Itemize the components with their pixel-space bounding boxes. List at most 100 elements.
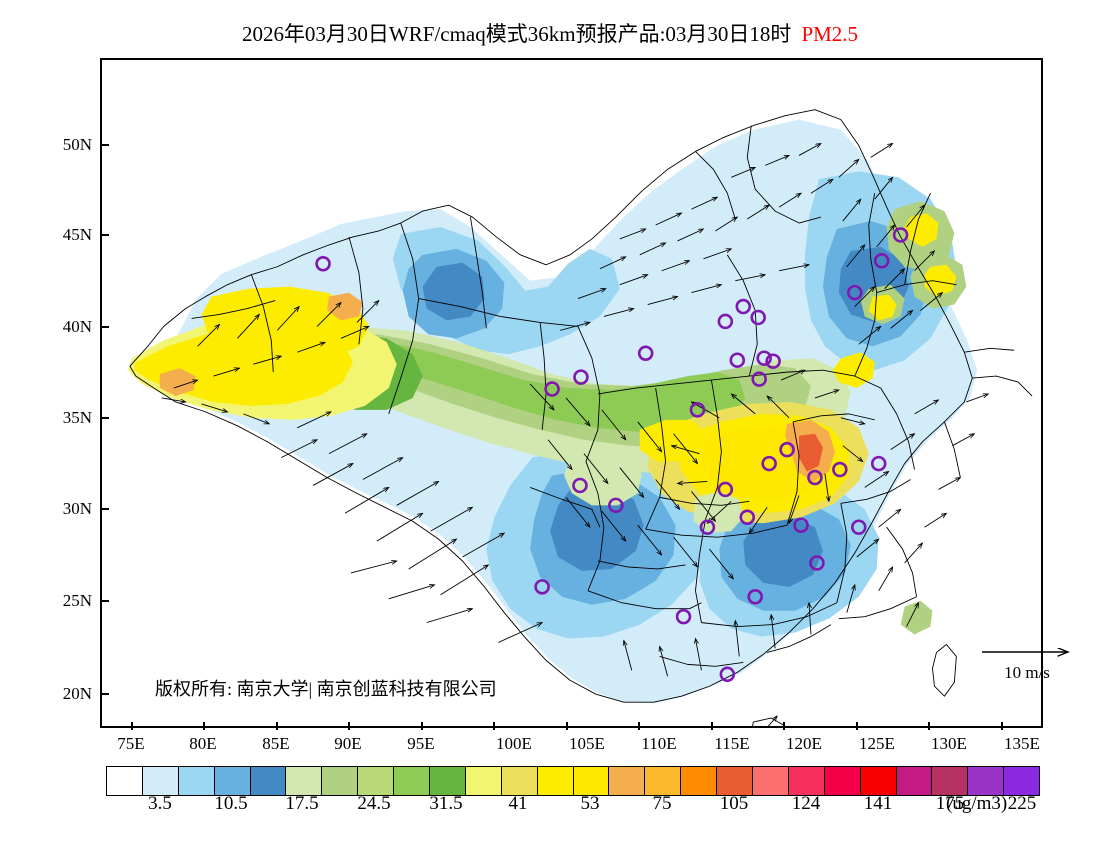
colorbar-swatch[interactable] [142,767,179,795]
wind-vector-field [161,143,988,726]
colorbar-tick-label: 24.5 [357,793,391,814]
station-marker [847,284,863,301]
station-marker [717,313,734,330]
station-marker [608,497,624,514]
station-marker [544,381,560,397]
station-marker [747,589,763,605]
colorbar-tick-label: 10.5 [214,793,248,814]
y-tick-label: 35N [62,408,92,427]
colorbar-swatch[interactable] [896,767,933,795]
station-marker [756,350,772,366]
contour-band-yellow-ne2 [924,264,957,297]
x-tick-label: 85E [262,734,290,753]
x-tick-mark [928,722,930,730]
y-tick-mark [101,234,109,236]
station-marker [807,469,823,486]
colorbar-swatch[interactable] [465,767,502,795]
colorbar-swatch[interactable] [573,767,610,795]
map-boundaries [129,109,1033,726]
colorbar-swatch[interactable] [286,767,323,795]
colorbar[interactable] [106,766,1040,796]
colorbar-swatch[interactable] [788,767,825,795]
colorbar-swatches[interactable] [106,766,1040,796]
colorbar-tick-label: 17.5 [285,793,319,814]
wind-scale-label: 10 m/s [1004,663,1050,682]
map-plot-area[interactable] [100,58,1043,728]
colorbar-swatch[interactable] [860,767,897,795]
colorbar-swatch[interactable] [1004,767,1040,795]
colorbar-swatch[interactable] [753,767,789,795]
colorbar-swatch[interactable] [717,767,754,795]
station-marker [761,455,777,472]
province-line-14 [585,461,605,591]
x-tick-mark [493,722,495,730]
copyright-notice: 版权所有: 南京大学| 南京创蓝科技有限公司 [155,679,497,699]
station-marker [750,309,766,326]
colorbar-swatch[interactable] [645,767,682,795]
pm25-contour-map[interactable] [102,60,1041,726]
colorbar-tick-label: 105 [719,793,749,814]
colorbar-swatch[interactable] [358,767,395,795]
station-marker [315,256,331,272]
wind-scale-legend: 10 m/s [972,636,1082,688]
y-tick-mark [101,326,109,328]
station-marker [809,555,825,571]
y-tick-mark [101,508,109,510]
province-line-7 [645,387,667,530]
province-line-27 [191,300,276,319]
contour-band-yellow-xj2 [201,286,369,363]
y-tick-mark [101,417,109,419]
colorbar-swatch[interactable] [501,767,538,795]
x-tick-label: 130E [931,734,967,753]
x-tick-mark [348,722,350,730]
province-line-15 [587,590,702,610]
colorbar-swatch[interactable] [178,767,215,795]
station-marker [534,579,550,595]
colorbar-swatch[interactable] [430,767,466,795]
colorbar-tick-label: 75 [652,793,672,814]
colorbar-swatch[interactable] [214,767,251,795]
colorbar-swatch[interactable] [609,767,646,795]
colorbar-tick-label: 53 [580,793,600,814]
colorbar-swatch[interactable] [968,767,1005,795]
colorbar-swatch[interactable] [250,767,287,795]
colorbar-tick-label: 141 [863,793,893,814]
province-line-37 [943,421,961,478]
x-tick-mark [783,722,785,730]
colorbar-swatch[interactable] [107,767,143,795]
contour-band-yellow-ne1 [904,213,939,247]
province-line-17 [659,496,750,506]
station-marker [851,519,867,535]
province-line-13 [836,503,848,603]
colorbar-swatch[interactable] [537,767,574,795]
province-line-12 [701,602,838,628]
y-tick-mark [101,600,109,602]
x-tick-label: 100E [496,734,532,753]
station-marker [572,477,588,494]
colorbar-tick-label: 31.5 [429,793,463,814]
station-marker [719,666,736,683]
colorbar-swatch[interactable] [932,767,969,795]
title-species-text: PM2.5 [801,22,859,46]
colorbar-swatch[interactable] [824,767,861,795]
station-marker [729,352,746,368]
colorbar-tick-label: 124 [791,793,821,814]
province-line-34 [597,560,686,570]
contour-band-24p5-a [422,262,485,321]
station-marker [765,353,781,369]
station-marker [832,461,848,478]
contour-band-green-guangdong [900,600,933,635]
province-line-36 [695,151,736,220]
colorbar-tick-label: 225 [1007,793,1037,814]
colorbar-swatch[interactable] [322,767,359,795]
province-line-21 [868,193,878,293]
x-tick-mark [203,722,205,730]
x-tick-mark [566,722,568,730]
colorbar-swatch[interactable] [681,767,718,795]
station-marker [873,253,890,269]
monitoring-station-markers[interactable] [315,227,909,683]
y-tick-label: 25N [62,591,92,610]
y-tick-mark [101,144,109,146]
colorbar-swatch[interactable] [394,767,431,795]
province-line-20 [876,280,957,294]
